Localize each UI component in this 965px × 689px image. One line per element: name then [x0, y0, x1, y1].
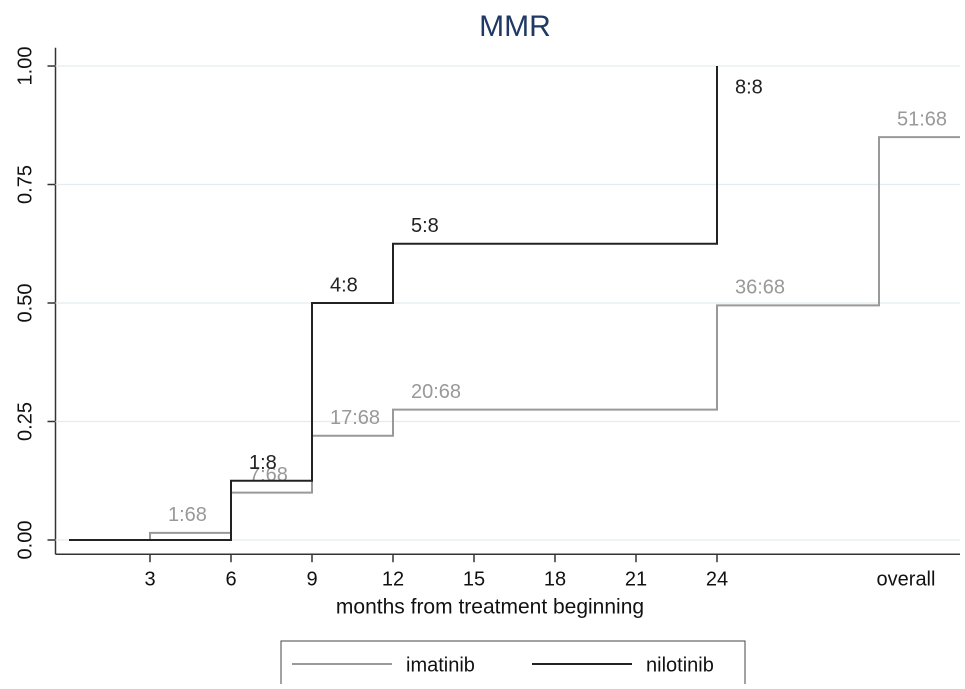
legend-label: nilotinib [646, 654, 714, 676]
x-tick-label: 18 [544, 568, 566, 590]
y-tick-label: 0.00 [14, 521, 36, 560]
point-label: 51:68 [897, 108, 947, 130]
y-tick-label: 0.75 [14, 165, 36, 204]
x-tick-label: 3 [144, 568, 155, 590]
point-label: 8:8 [735, 76, 763, 98]
y-tick-label: 1.00 [14, 47, 36, 86]
point-label: 36:68 [735, 277, 785, 299]
point-label: 17:68 [330, 407, 380, 429]
chart-title: MMR [479, 10, 551, 43]
x-tick-label: 9 [306, 568, 317, 590]
x-tick-label: 12 [382, 568, 404, 590]
x-tick-label: 21 [625, 568, 647, 590]
x-tick-label: 15 [463, 568, 485, 590]
y-tick-label: 0.25 [14, 402, 36, 441]
step-line [69, 136, 960, 541]
point-label: 5:8 [411, 215, 439, 237]
x-axis-label: months from treatment beginning [336, 596, 644, 619]
point-label: 1:68 [168, 504, 207, 526]
legend-box [280, 640, 746, 689]
point-label: 1:8 [249, 452, 277, 474]
legend-label: imatinib [406, 654, 475, 676]
x-tick-label: 6 [225, 568, 236, 590]
x-tick-label: 24 [706, 568, 728, 590]
point-label: 20:68 [411, 381, 461, 403]
step-line [69, 66, 718, 541]
y-tick-label: 0.50 [14, 284, 36, 323]
x-tick-label: overall [877, 568, 936, 590]
point-label: 4:8 [330, 274, 358, 296]
